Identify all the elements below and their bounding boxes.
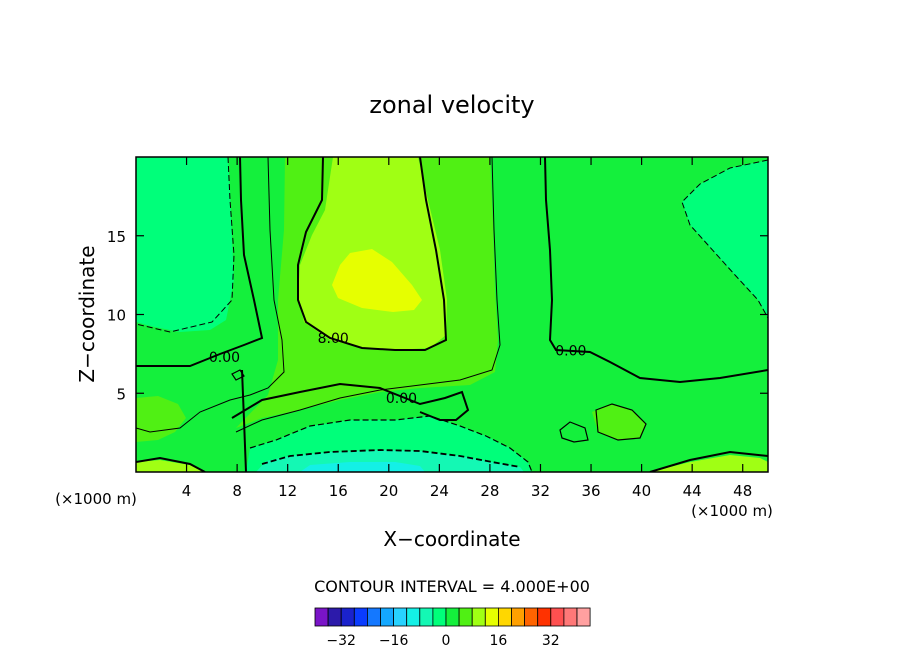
contour-field	[136, 157, 768, 472]
contour-zero-right	[544, 157, 768, 384]
colorbar-swatch	[366, 607, 381, 627]
contour-negeight	[261, 449, 521, 468]
region-level-neg12	[300, 462, 425, 472]
colorbar-swatch	[340, 607, 355, 627]
colorbar-swatch	[445, 607, 460, 627]
x-unit-left: (×1000 m)	[55, 490, 137, 508]
contour-eight	[297, 157, 448, 351]
colorbar-tick-label: −16	[379, 633, 409, 649]
chart-title: zonal velocity	[369, 91, 534, 119]
y-axis: 5 10 15	[107, 228, 768, 403]
contour-lines	[136, 157, 768, 472]
x-tick-label: 16	[329, 482, 348, 500]
y-axis-label: Z−coordinate	[75, 245, 99, 382]
colorbar-tick-label: 16	[489, 633, 507, 649]
colorbar-swatch	[484, 607, 499, 627]
contour-labels: 0.00 8.00 0.00 0.00	[209, 331, 587, 407]
colorbar-swatch	[380, 607, 395, 627]
x-tick-label: 36	[581, 482, 600, 500]
colorbar-swatch	[550, 607, 565, 627]
x-tick-label: 12	[278, 482, 297, 500]
colorbar-swatch	[419, 607, 434, 627]
colorbar-swatch	[524, 607, 539, 627]
x-tick-label: 28	[480, 482, 499, 500]
colorbar-swatch	[393, 607, 408, 627]
region-level-0-right	[682, 160, 768, 318]
contour-negfour	[249, 415, 533, 472]
contour-zero-dashed-left	[136, 157, 235, 333]
x-tick-label: 20	[379, 482, 398, 500]
x-tick-label: 48	[733, 482, 752, 500]
contour-wiggle-right	[559, 403, 647, 443]
region-level-0-left	[136, 157, 234, 332]
y-tick-label: 10	[107, 307, 126, 325]
contour-surface-bottom	[136, 450, 768, 472]
contour-zero-dashed-right	[681, 159, 768, 319]
colorbar-tick-label: −32	[326, 633, 356, 649]
x-tick-label: 8	[232, 482, 242, 500]
x-unit-right: (×1000 m)	[691, 502, 773, 520]
region-level-8-patch-right	[592, 404, 646, 440]
colorbar: −32 −16 0 16 32	[314, 607, 591, 649]
colorbar-swatch	[314, 607, 329, 627]
region-level-8-patch-left	[136, 396, 186, 442]
colorbar-tick-label: 32	[542, 633, 560, 649]
x-tick-label: 44	[683, 482, 702, 500]
region-level-16	[332, 249, 422, 312]
x-tick-label: 4	[182, 482, 192, 500]
colorbar-swatch	[511, 607, 526, 627]
region-level-8-surface-right	[650, 455, 768, 472]
contour-zero-left	[136, 157, 264, 367]
contour-four-left	[136, 157, 285, 433]
x-tick-label: 32	[531, 482, 550, 500]
contour-label: 8.00	[318, 331, 349, 347]
colorbar-swatch	[497, 607, 512, 627]
x-tick-label: 24	[430, 482, 449, 500]
contour-zero-vertical	[241, 369, 247, 472]
region-level-8-surface-left	[136, 460, 205, 472]
y-tick-label: 5	[116, 385, 126, 403]
x-axis: 4 8 12 16 20 24 28 32 36 40 44 48	[182, 157, 752, 500]
contour-zero-lower	[231, 382, 470, 421]
contour-interval-text: CONTOUR INTERVAL = 4.000E+00	[314, 577, 590, 596]
contour-label: 0.00	[386, 391, 417, 407]
colorbar-tick-label: 0	[442, 633, 451, 649]
contour-four-right	[235, 157, 501, 433]
y-tick-label: 15	[107, 228, 126, 246]
contour-label: 0.00	[209, 350, 240, 366]
colorbar-swatch	[406, 607, 421, 627]
colorbar-swatch	[432, 607, 447, 627]
colorbar-swatch	[563, 607, 578, 627]
colorbar-swatch	[471, 607, 486, 627]
colorbar-swatch	[458, 607, 473, 627]
colorbar-swatch	[537, 607, 552, 627]
colorbar-swatch	[576, 607, 591, 627]
contour-small-loop	[231, 369, 245, 381]
x-tick-label: 40	[632, 482, 651, 500]
colorbar-swatch	[353, 607, 368, 627]
colorbar-swatch	[327, 607, 342, 627]
contour-label: 0.00	[555, 344, 586, 360]
x-axis-label: X−coordinate	[383, 527, 520, 551]
